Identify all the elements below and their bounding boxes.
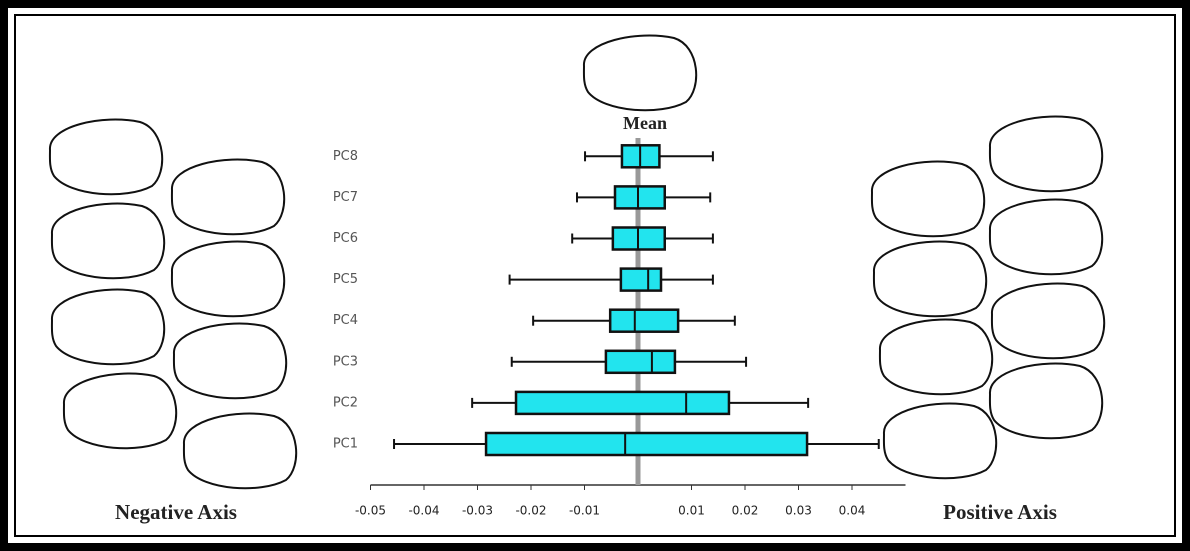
chart: Mean Negative Axis Positive Axis -0.05 -0… <box>0 0 1190 551</box>
inner-frame <box>15 15 1175 536</box>
category-label: PC2 <box>333 395 358 410</box>
positive-axis-label: Positive Axis <box>943 500 1057 524</box>
box <box>621 269 661 291</box>
x-tick-label: -0.03 <box>462 504 493 518</box>
category-label: PC7 <box>333 190 358 205</box>
category-label: PC6 <box>333 231 358 246</box>
x-tick-label: 0.04 <box>839 504 866 518</box>
category-label: PC5 <box>333 272 358 287</box>
frame <box>4 4 1186 547</box>
category-label: PC1 <box>333 437 358 452</box>
box <box>615 186 665 208</box>
box <box>606 351 675 373</box>
x-tick-label: 0.03 <box>785 504 812 518</box>
category-label: PC4 <box>333 313 358 328</box>
box <box>516 392 729 414</box>
category-label: PC3 <box>333 354 358 369</box>
box <box>486 433 807 455</box>
x-tick-label: -0.02 <box>515 504 546 518</box>
shape-outlines <box>50 36 1104 489</box>
box <box>610 310 678 332</box>
x-tick-label: -0.05 <box>355 504 386 518</box>
x-tick-label: 0.01 <box>678 504 705 518</box>
category-label: PC8 <box>333 149 358 164</box>
negative-axis-label: Negative Axis <box>115 500 237 524</box>
mean-label: Mean <box>623 113 667 133</box>
x-tick-label: -0.04 <box>408 504 439 518</box>
x-tick-label: 0.02 <box>732 504 759 518</box>
page: {"chart_data": {"type": "box", "categori… <box>0 0 1190 551</box>
x-tick-label: -0.01 <box>569 504 600 518</box>
